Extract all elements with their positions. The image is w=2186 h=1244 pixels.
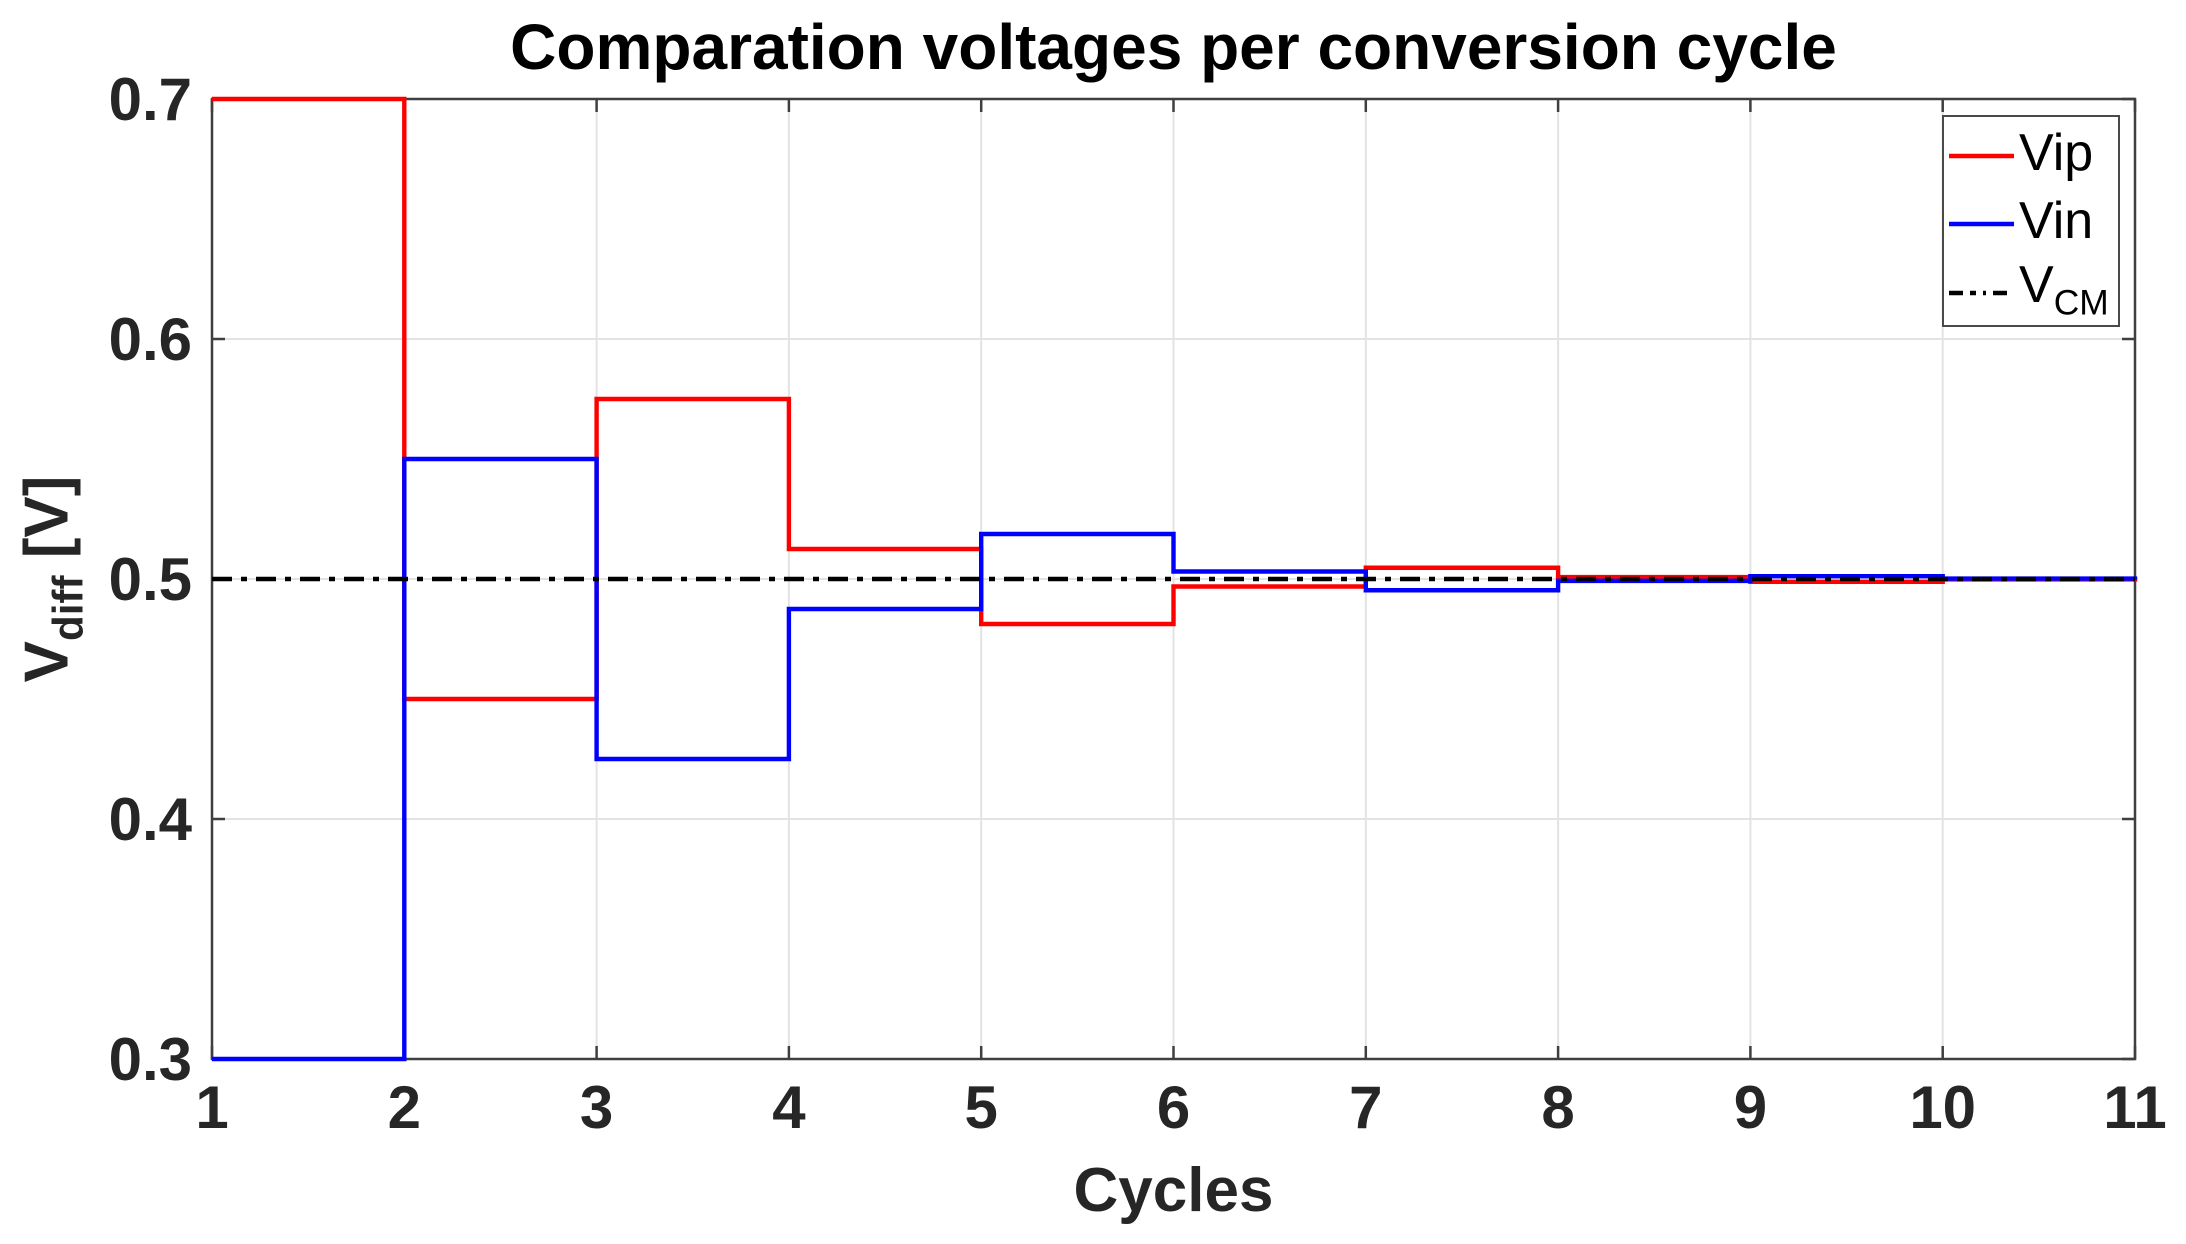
- y-tick-labels: 0.3 0.4 0.5 0.6 0.7: [109, 66, 193, 1093]
- y-tick-label: 0.4: [109, 786, 193, 853]
- y-tick-label: 0.7: [109, 66, 192, 133]
- x-tick-label: 10: [1909, 1074, 1976, 1141]
- x-tick-label: 9: [1734, 1074, 1767, 1141]
- y-axis-label-main: V: [12, 641, 82, 683]
- legend-label-vcm-main: V: [2019, 255, 2054, 314]
- legend-sample-line: [1949, 221, 2014, 227]
- legend-sample-line: [1949, 290, 2014, 295]
- x-tick-label: 7: [1349, 1074, 1382, 1141]
- x-tick-labels: 1 2 3 4 5 6 7 8 9 10 11: [195, 1074, 2166, 1141]
- legend-label-vip: Vip: [2019, 123, 2094, 182]
- series-line-vin: [212, 456, 2138, 1062]
- legend-label-vcm: VCM: [2019, 259, 2109, 321]
- legend-line-sample-vcm: [1949, 285, 2014, 295]
- y-axis-label-unit: [V]: [12, 475, 82, 576]
- x-tick-label: 11: [2103, 1074, 2166, 1141]
- legend-line-sample-vip: [1949, 148, 2014, 158]
- x-axis-label: Cycles: [1073, 1156, 1274, 1225]
- legend-label-vin: Vin: [2019, 192, 2094, 250]
- y-tick-label: 0.3: [109, 1026, 192, 1093]
- legend-entry-vin: Vin: [1944, 188, 2118, 254]
- y-tick-label: 0.5: [109, 546, 192, 613]
- x-tick-label: 5: [965, 1074, 998, 1141]
- legend-line-sample-vin: [1949, 216, 2014, 227]
- x-tick-label: 4: [772, 1074, 806, 1141]
- legend: Vip Vin VCM: [1942, 115, 2120, 327]
- y-tick-label: 0.6: [109, 306, 192, 373]
- series-lines: [212, 96, 2138, 1062]
- y-axis-label-sub: diff: [44, 575, 92, 642]
- x-tick-label: 3: [580, 1074, 613, 1141]
- legend-entry-vip: Vip: [1944, 120, 2118, 186]
- x-tick-label: 8: [1541, 1074, 1574, 1141]
- y-axis-label: Vdiff [V]: [12, 476, 93, 683]
- chart-title: Comparation voltages per conversion cycl…: [510, 11, 1837, 83]
- x-tick-label: 6: [1157, 1074, 1190, 1141]
- legend-entry-vcm: VCM: [1944, 257, 2118, 323]
- legend-sample-line: [1949, 153, 2014, 158]
- x-tick-label: 2: [388, 1074, 421, 1141]
- x-tick-label: 1: [195, 1074, 228, 1141]
- legend-label-vcm-sub: CM: [2053, 283, 2109, 322]
